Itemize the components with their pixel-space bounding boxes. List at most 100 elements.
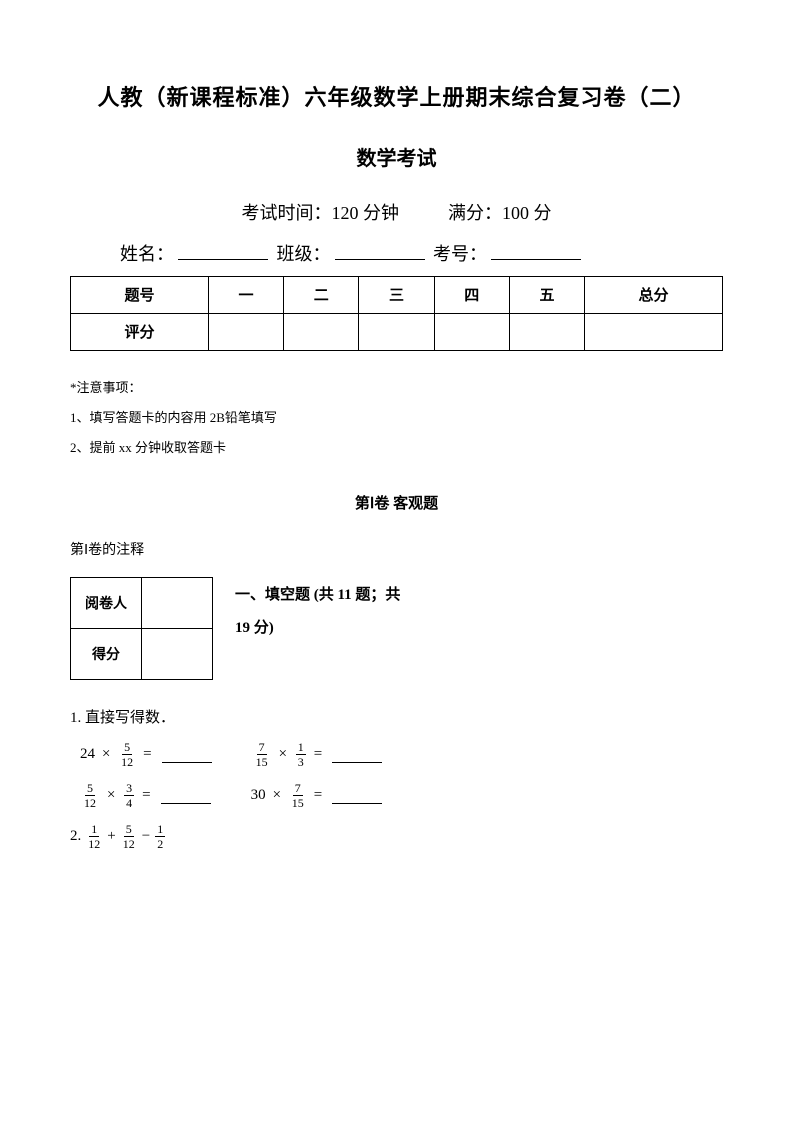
answer-blank[interactable] (332, 747, 382, 763)
name-label: 姓名： (120, 244, 174, 264)
answer-blank[interactable] (332, 788, 382, 804)
q2-prefix: 2. (70, 828, 81, 845)
numerator: 1 (296, 741, 306, 755)
score-cell[interactable] (585, 313, 723, 350)
section-title: 一、填空题 (共 11 题；共 19 分) (235, 577, 400, 645)
answer-blank[interactable] (162, 747, 212, 763)
part-note: 第Ⅰ卷的注释 (70, 539, 723, 559)
score-header: 二 (284, 276, 359, 313)
math-row: 24 × 5 12 = 7 15 × 1 3 = (80, 741, 723, 768)
denominator: 15 (290, 796, 306, 809)
numerator: 1 (155, 823, 165, 837)
fraction: 7 15 (290, 782, 306, 809)
score-row-label: 评分 (71, 313, 209, 350)
exam-info-line: 考试时间：120 分钟 满分：100 分 (70, 199, 723, 225)
score-label: 得分 (71, 629, 142, 680)
int-value: 24 (80, 746, 95, 763)
answer-blank[interactable] (161, 788, 211, 804)
fraction: 1 2 (155, 823, 165, 850)
section-header-row: 阅卷人 得分 一、填空题 (共 11 题；共 19 分) (70, 577, 723, 680)
expr-1: 24 × 5 12 = (80, 741, 212, 768)
table-row: 评分 (71, 313, 723, 350)
equals-icon: = (142, 787, 150, 804)
multiply-icon: × (272, 787, 282, 804)
full-score-value: 100 分 (502, 203, 552, 223)
score-cell[interactable] (142, 629, 213, 680)
section-title-line2: 19 分) (235, 612, 400, 645)
student-info-line: 姓名： 班级： 考号： (70, 239, 723, 266)
score-cell[interactable] (509, 313, 584, 350)
id-label: 考号： (433, 244, 487, 264)
denominator: 12 (119, 755, 135, 768)
equals-icon: = (314, 787, 322, 804)
plus-icon: + (107, 828, 115, 845)
grader-cell[interactable] (142, 578, 213, 629)
equals-icon: = (314, 746, 322, 763)
score-cell[interactable] (434, 313, 509, 350)
id-blank[interactable] (491, 239, 581, 260)
note-item: 2、提前 xx 分钟收取答题卡 (70, 433, 723, 463)
denominator: 12 (121, 837, 137, 850)
multiply-icon: × (101, 746, 111, 763)
numerator: 3 (124, 782, 134, 796)
denominator: 2 (155, 837, 165, 850)
numerator: 7 (293, 782, 303, 796)
expr-2: 7 15 × 1 3 = (252, 741, 383, 768)
page-subtitle: 数学考试 (70, 142, 723, 171)
expr-q2: 2. 1 12 + 5 12 − 1 2 (70, 823, 167, 850)
class-label: 班级： (277, 244, 331, 264)
score-header: 题号 (71, 276, 209, 313)
class-blank[interactable] (335, 239, 425, 260)
grader-label: 阅卷人 (71, 578, 142, 629)
numerator: 7 (257, 741, 267, 755)
exam-time-label: 考试时间： (242, 203, 332, 223)
section-title-line1: 一、填空题 (共 11 题；共 (235, 579, 400, 612)
exam-page: 人教（新课程标准）六年级数学上册期末综合复习卷（二） 数学考试 考试时间：120… (0, 0, 793, 904)
fraction: 5 12 (121, 823, 137, 850)
numerator: 1 (89, 823, 99, 837)
notes-block: *注意事项： 1、填写答题卡的内容用 2B铅笔填写 2、提前 xx 分钟收取答题… (70, 373, 723, 463)
denominator: 15 (254, 755, 270, 768)
fraction: 3 4 (124, 782, 134, 809)
denominator: 3 (296, 755, 306, 768)
expr-3: 5 12 × 3 4 = (80, 782, 211, 809)
grader-table: 阅卷人 得分 (70, 577, 213, 680)
note-item: 1、填写答题卡的内容用 2B铅笔填写 (70, 403, 723, 433)
notes-title: *注意事项： (70, 373, 723, 403)
score-cell[interactable] (284, 313, 359, 350)
score-header: 三 (359, 276, 434, 313)
fraction: 1 3 (296, 741, 306, 768)
question-1: 1. 直接写得数． (70, 706, 723, 727)
score-header: 一 (208, 276, 283, 313)
math-row: 5 12 × 3 4 = 30 × 7 15 = (80, 782, 723, 809)
int-value: 30 (251, 787, 266, 804)
denominator: 12 (82, 796, 98, 809)
denominator: 4 (124, 796, 134, 809)
score-header: 总分 (585, 276, 723, 313)
numerator: 5 (85, 782, 95, 796)
minus-icon: − (142, 828, 150, 845)
fraction: 1 12 (86, 823, 102, 850)
full-score-label: 满分： (448, 203, 502, 223)
multiply-icon: × (278, 746, 288, 763)
numerator: 5 (124, 823, 134, 837)
equals-icon: = (143, 746, 151, 763)
numerator: 5 (122, 741, 132, 755)
multiply-icon: × (106, 787, 116, 804)
exam-time-value: 120 分钟 (332, 203, 400, 223)
page-title: 人教（新课程标准）六年级数学上册期末综合复习卷（二） (70, 80, 723, 112)
fraction: 7 15 (254, 741, 270, 768)
fraction: 5 12 (119, 741, 135, 768)
score-cell[interactable] (208, 313, 283, 350)
score-table: 题号 一 二 三 四 五 总分 评分 (70, 276, 723, 351)
part-title: 第Ⅰ卷 客观题 (70, 492, 723, 513)
expr-4: 30 × 7 15 = (251, 782, 383, 809)
table-row: 题号 一 二 三 四 五 总分 (71, 276, 723, 313)
score-header: 五 (509, 276, 584, 313)
name-blank[interactable] (178, 239, 268, 260)
fraction: 5 12 (82, 782, 98, 809)
score-header: 四 (434, 276, 509, 313)
denominator: 12 (86, 837, 102, 850)
question-2: 2. 1 12 + 5 12 − 1 2 (70, 823, 723, 850)
score-cell[interactable] (359, 313, 434, 350)
